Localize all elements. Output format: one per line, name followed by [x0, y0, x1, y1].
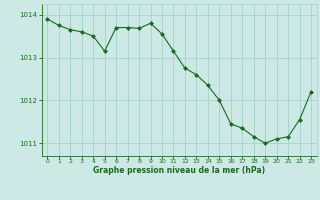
X-axis label: Graphe pression niveau de la mer (hPa): Graphe pression niveau de la mer (hPa) — [93, 166, 265, 175]
